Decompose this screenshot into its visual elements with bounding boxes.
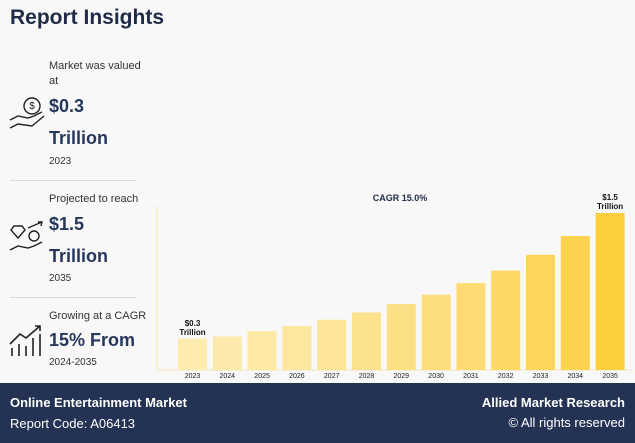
- bar: [560, 236, 590, 370]
- value-label: $0.3 Trillion: [179, 318, 206, 337]
- bar: [212, 336, 242, 370]
- bar: [595, 213, 625, 370]
- bar: [386, 304, 416, 370]
- bar: [282, 326, 312, 370]
- bar: [178, 338, 207, 370]
- stat-label: Growing at a CAGR: [49, 310, 147, 322]
- x-tick-label: 2032: [498, 373, 514, 380]
- stat-period: 2035: [49, 273, 72, 284]
- x-tick-label: 2024: [220, 373, 236, 380]
- divider: [10, 180, 137, 181]
- x-tick-label: 2025: [254, 373, 270, 380]
- x-tick-label: 2033: [533, 373, 549, 380]
- footer-title: Online Entertainment Market: [10, 395, 187, 410]
- bar: [317, 319, 347, 370]
- bar: [456, 283, 486, 370]
- divider: [10, 297, 137, 298]
- stat-value: $1.5 Trillion: [49, 214, 109, 266]
- bar: [491, 270, 521, 370]
- stat-period: 2024-2035: [49, 357, 97, 368]
- footer-rights: © All rights reserved: [508, 415, 625, 430]
- svg-text:$: $: [29, 101, 35, 112]
- bar: [526, 254, 555, 370]
- money-hand-icon: $: [9, 97, 45, 129]
- stat-label: Market was valued at: [49, 60, 141, 87]
- x-tick-label: 2023: [185, 373, 201, 380]
- page-title: Report Insights: [10, 6, 165, 29]
- diamond-growth-icon: [9, 221, 43, 251]
- x-tick-label: 2031: [463, 373, 479, 380]
- x-tick-label: 2027: [324, 373, 340, 380]
- x-tick-label: 2028: [359, 373, 375, 380]
- footer-code: Report Code: A06413: [10, 416, 136, 431]
- bar: [352, 312, 381, 370]
- x-tick-label: 2034: [568, 373, 584, 380]
- stat-period: 2023: [49, 156, 72, 167]
- chart: CAGR 15.0% 2023 2024 2025 2026 2027 2028 2029 2…: [156, 193, 632, 380]
- value-label: $1.5 Trillion: [596, 193, 624, 211]
- stat-label: Projected to reach: [49, 193, 139, 205]
- footer-brand: Allied Market Research: [481, 395, 625, 410]
- chart-annotation: CAGR 15.0%: [373, 193, 428, 203]
- stat-value: 15% From: [49, 330, 136, 350]
- stat-value: $0.3 Trillion: [49, 96, 109, 148]
- x-tick-label: 2029: [394, 373, 410, 380]
- x-tick-label: 2030: [428, 373, 444, 380]
- bar: [421, 294, 451, 370]
- footer: Online Entertainment Market Report Code:…: [0, 383, 635, 443]
- x-tick-label: 2035: [602, 373, 618, 380]
- growth-chart-icon: [9, 325, 41, 356]
- x-tick-label: 2026: [289, 373, 305, 380]
- bar: [247, 331, 277, 370]
